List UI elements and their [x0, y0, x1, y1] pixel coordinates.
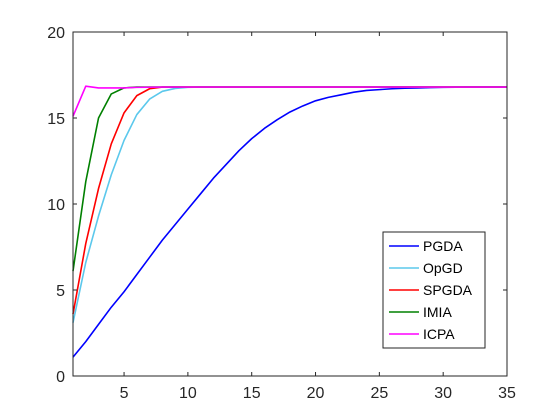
series-layer	[72, 85, 507, 358]
y-tick-label: 20	[47, 25, 65, 42]
y-tick-label: 0	[56, 369, 65, 386]
y-tick-label: 15	[47, 111, 65, 128]
legend-label-spgda: SPGDA	[423, 282, 473, 298]
ticks-layer: 5 10 15 20 25 30 35 0 5 10 15 20	[47, 25, 516, 402]
y-tick-label: 10	[47, 197, 65, 214]
legend-label-imia: IMIA	[423, 304, 452, 320]
legend-label-opgd: OpGD	[423, 260, 463, 276]
x-tick-label: 30	[434, 385, 452, 402]
x-tick-label: 20	[307, 385, 325, 402]
legend-label-pgda: PGDA	[423, 238, 463, 254]
x-tick-label: 10	[179, 385, 197, 402]
x-tick-label: 5	[120, 385, 129, 402]
x-tick-label: 15	[243, 385, 261, 402]
legend-label-icpa: ICPA	[423, 326, 455, 342]
series-line-icpa	[72, 85, 507, 117]
x-tick-label: 25	[370, 385, 388, 402]
legend: PGDA OpGD SPGDA IMIA ICPA	[382, 231, 486, 349]
x-tick-label: 35	[498, 385, 516, 402]
y-tick-label: 5	[56, 283, 65, 300]
